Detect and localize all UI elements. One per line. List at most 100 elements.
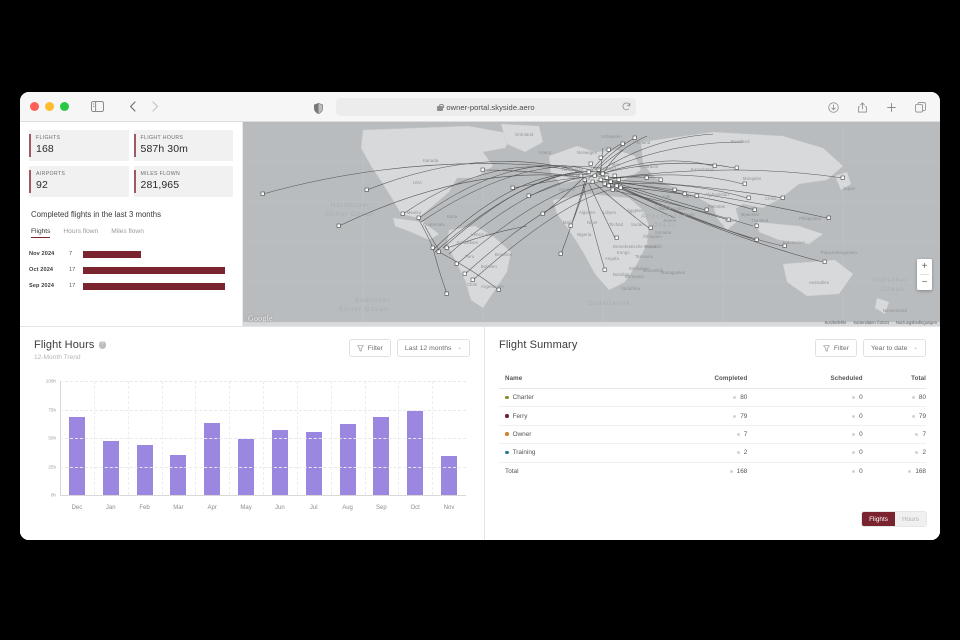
filter-button[interactable]: Filter [348,339,391,357]
tabs-icon[interactable] [910,97,930,117]
url-text: owner-portal.skyside.aero [446,102,535,112]
chart-bar[interactable] [102,441,119,495]
category-color-dot [505,450,509,455]
monthly-bar-value: 17 [69,283,76,289]
chart-bar[interactable] [441,456,458,495]
column-header-name[interactable]: Name [499,375,630,389]
column-header-total[interactable]: Total [862,375,926,389]
browser-toolbar-right[interactable] [823,97,930,117]
chart-vertical-gridline [364,381,366,495]
monthly-bar-label: Nov 2024 [29,251,55,257]
cell-number: 7 [922,430,926,438]
flight-summary-controls[interactable]: Filter Year to date ⌄ [814,339,926,357]
category-color-dot [505,432,509,437]
address-bar[interactable]: owner-portal.skyside.aero [336,98,636,116]
monthly-bar-label: Oct 2024 [29,267,54,273]
tab-flights[interactable]: Flights [31,228,51,238]
zoom-out-button[interactable]: − [921,276,928,288]
sidebar-toggle-icon[interactable] [87,97,107,117]
stat-value: 92 [36,179,48,192]
flight-map[interactable]: Nördlicher Stiller Ozean Nord Atlantischer O… [243,122,940,326]
shield-icon[interactable] [308,98,328,118]
trend-dot-icon [852,396,856,400]
stat-value: 587h 30m [140,143,189,156]
google-logo: Google [248,314,273,323]
navigation-buttons[interactable] [123,97,165,117]
trend-dot-icon [736,451,740,455]
plus-icon[interactable] [881,97,901,117]
table-cell-value: 80 [862,388,926,408]
close-window-button[interactable] [30,102,39,111]
trend-dot-icon [729,469,733,473]
monthly-bar-label: Sep 2024 [29,283,55,289]
chart-y-tick-label: 25h [48,464,56,469]
chart-bar[interactable] [68,417,85,495]
card-header: Flight Summary Filter Year t [499,339,926,357]
category-label: Training [512,449,536,457]
date-range-select[interactable]: Year to date ⌄ [862,339,926,357]
chart-bar[interactable] [373,417,390,495]
cell-number: 2 [743,449,748,457]
date-range-label: Last 12 months [404,344,452,352]
map-zoom-controls[interactable]: + − [917,259,932,290]
filter-button[interactable]: Filter [814,339,857,357]
zoom-in-button[interactable]: + [921,260,928,272]
attribution-terms[interactable]: Nutzungsbedingungen [896,320,937,325]
page-title: Flight Hours [34,339,95,351]
date-range-select[interactable]: Last 12 months ⌄ [396,339,470,357]
flight-hours-controls[interactable]: Filter Last 12 months ⌄ [348,339,470,357]
dashboard-top-row: FLIGHTS 168 FLIGHT HOURS 587h 30m AIRPOR… [20,122,940,327]
chart-bar[interactable] [136,444,153,495]
table-row[interactable]: Charter 80 0 80 [499,388,926,408]
table-cell-name: Training [499,443,630,463]
chart-y-tick-label: 50h [48,435,56,441]
trend-dot-icon [736,432,740,436]
toggle-flights[interactable]: Flights [862,512,895,526]
column-header-completed[interactable]: Completed [629,375,748,389]
trend-dot-icon [733,414,737,418]
chart-vertical-gridline [296,381,298,495]
map-attribution[interactable]: Kurzbefehle Kartendaten ©2024 Nutzungsbe… [825,320,937,325]
chart-bar-slot [398,381,432,495]
chart-bar-slot [364,381,398,495]
table-cell-value: 0 [747,388,863,408]
table-row[interactable]: Owner 7 0 7 [499,425,926,445]
chart-vertical-gridline [229,381,231,495]
toggle-hours[interactable]: Hours [894,512,926,526]
divider [920,274,929,275]
minimize-window-button[interactable] [45,102,54,111]
chart-bar[interactable] [407,410,424,495]
category-color-dot [505,395,509,400]
chart-bar[interactable] [339,424,356,495]
address-bar-container[interactable]: owner-portal.skyside.aero [336,98,636,116]
chart-bar[interactable] [271,430,288,495]
monthly-bar-row: Nov 2024 7 [29,247,233,261]
forward-arrow-icon[interactable] [145,97,165,117]
attribution-keyboard-shortcuts[interactable]: Kurzbefehle [824,320,847,325]
maximize-window-button[interactable] [60,102,69,111]
chart-plot-area: 0h 25h 50h 75h 100h [46,379,466,498]
table-cell-value: 168 [630,462,747,480]
share-icon[interactable] [852,97,872,117]
chart-bar[interactable] [305,432,322,495]
reload-icon[interactable] [621,101,631,111]
table-header-row: Name Completed Scheduled Total [499,375,926,389]
recent-flights-tabs[interactable]: Flights Hours flown Miles flown [31,228,233,238]
column-header-scheduled[interactable]: Scheduled [747,375,863,389]
chart-vertical-gridline [195,381,197,495]
table-row[interactable]: Ferry 79 0 79 [499,406,926,426]
tab-hours-flown[interactable]: Hours flown [63,228,99,235]
cell-number: 0 [859,430,863,438]
window-controls[interactable] [30,102,69,111]
table-row[interactable]: Training 2 0 2 [499,443,926,463]
download-icon[interactable] [823,97,843,117]
chart-bar[interactable] [204,423,221,495]
flight-summary-card: Flight Summary Filter Year t [485,327,940,540]
table-cell-value: 0 [747,425,863,445]
help-icon[interactable]: ? [98,341,106,349]
chart-x-tick-label: Aug [342,505,353,511]
back-arrow-icon[interactable] [123,97,143,117]
metric-toggle[interactable]: Flights Hours [862,512,926,526]
tab-miles-flown[interactable]: Miles flown [111,228,144,235]
chart-bar[interactable] [170,455,187,495]
